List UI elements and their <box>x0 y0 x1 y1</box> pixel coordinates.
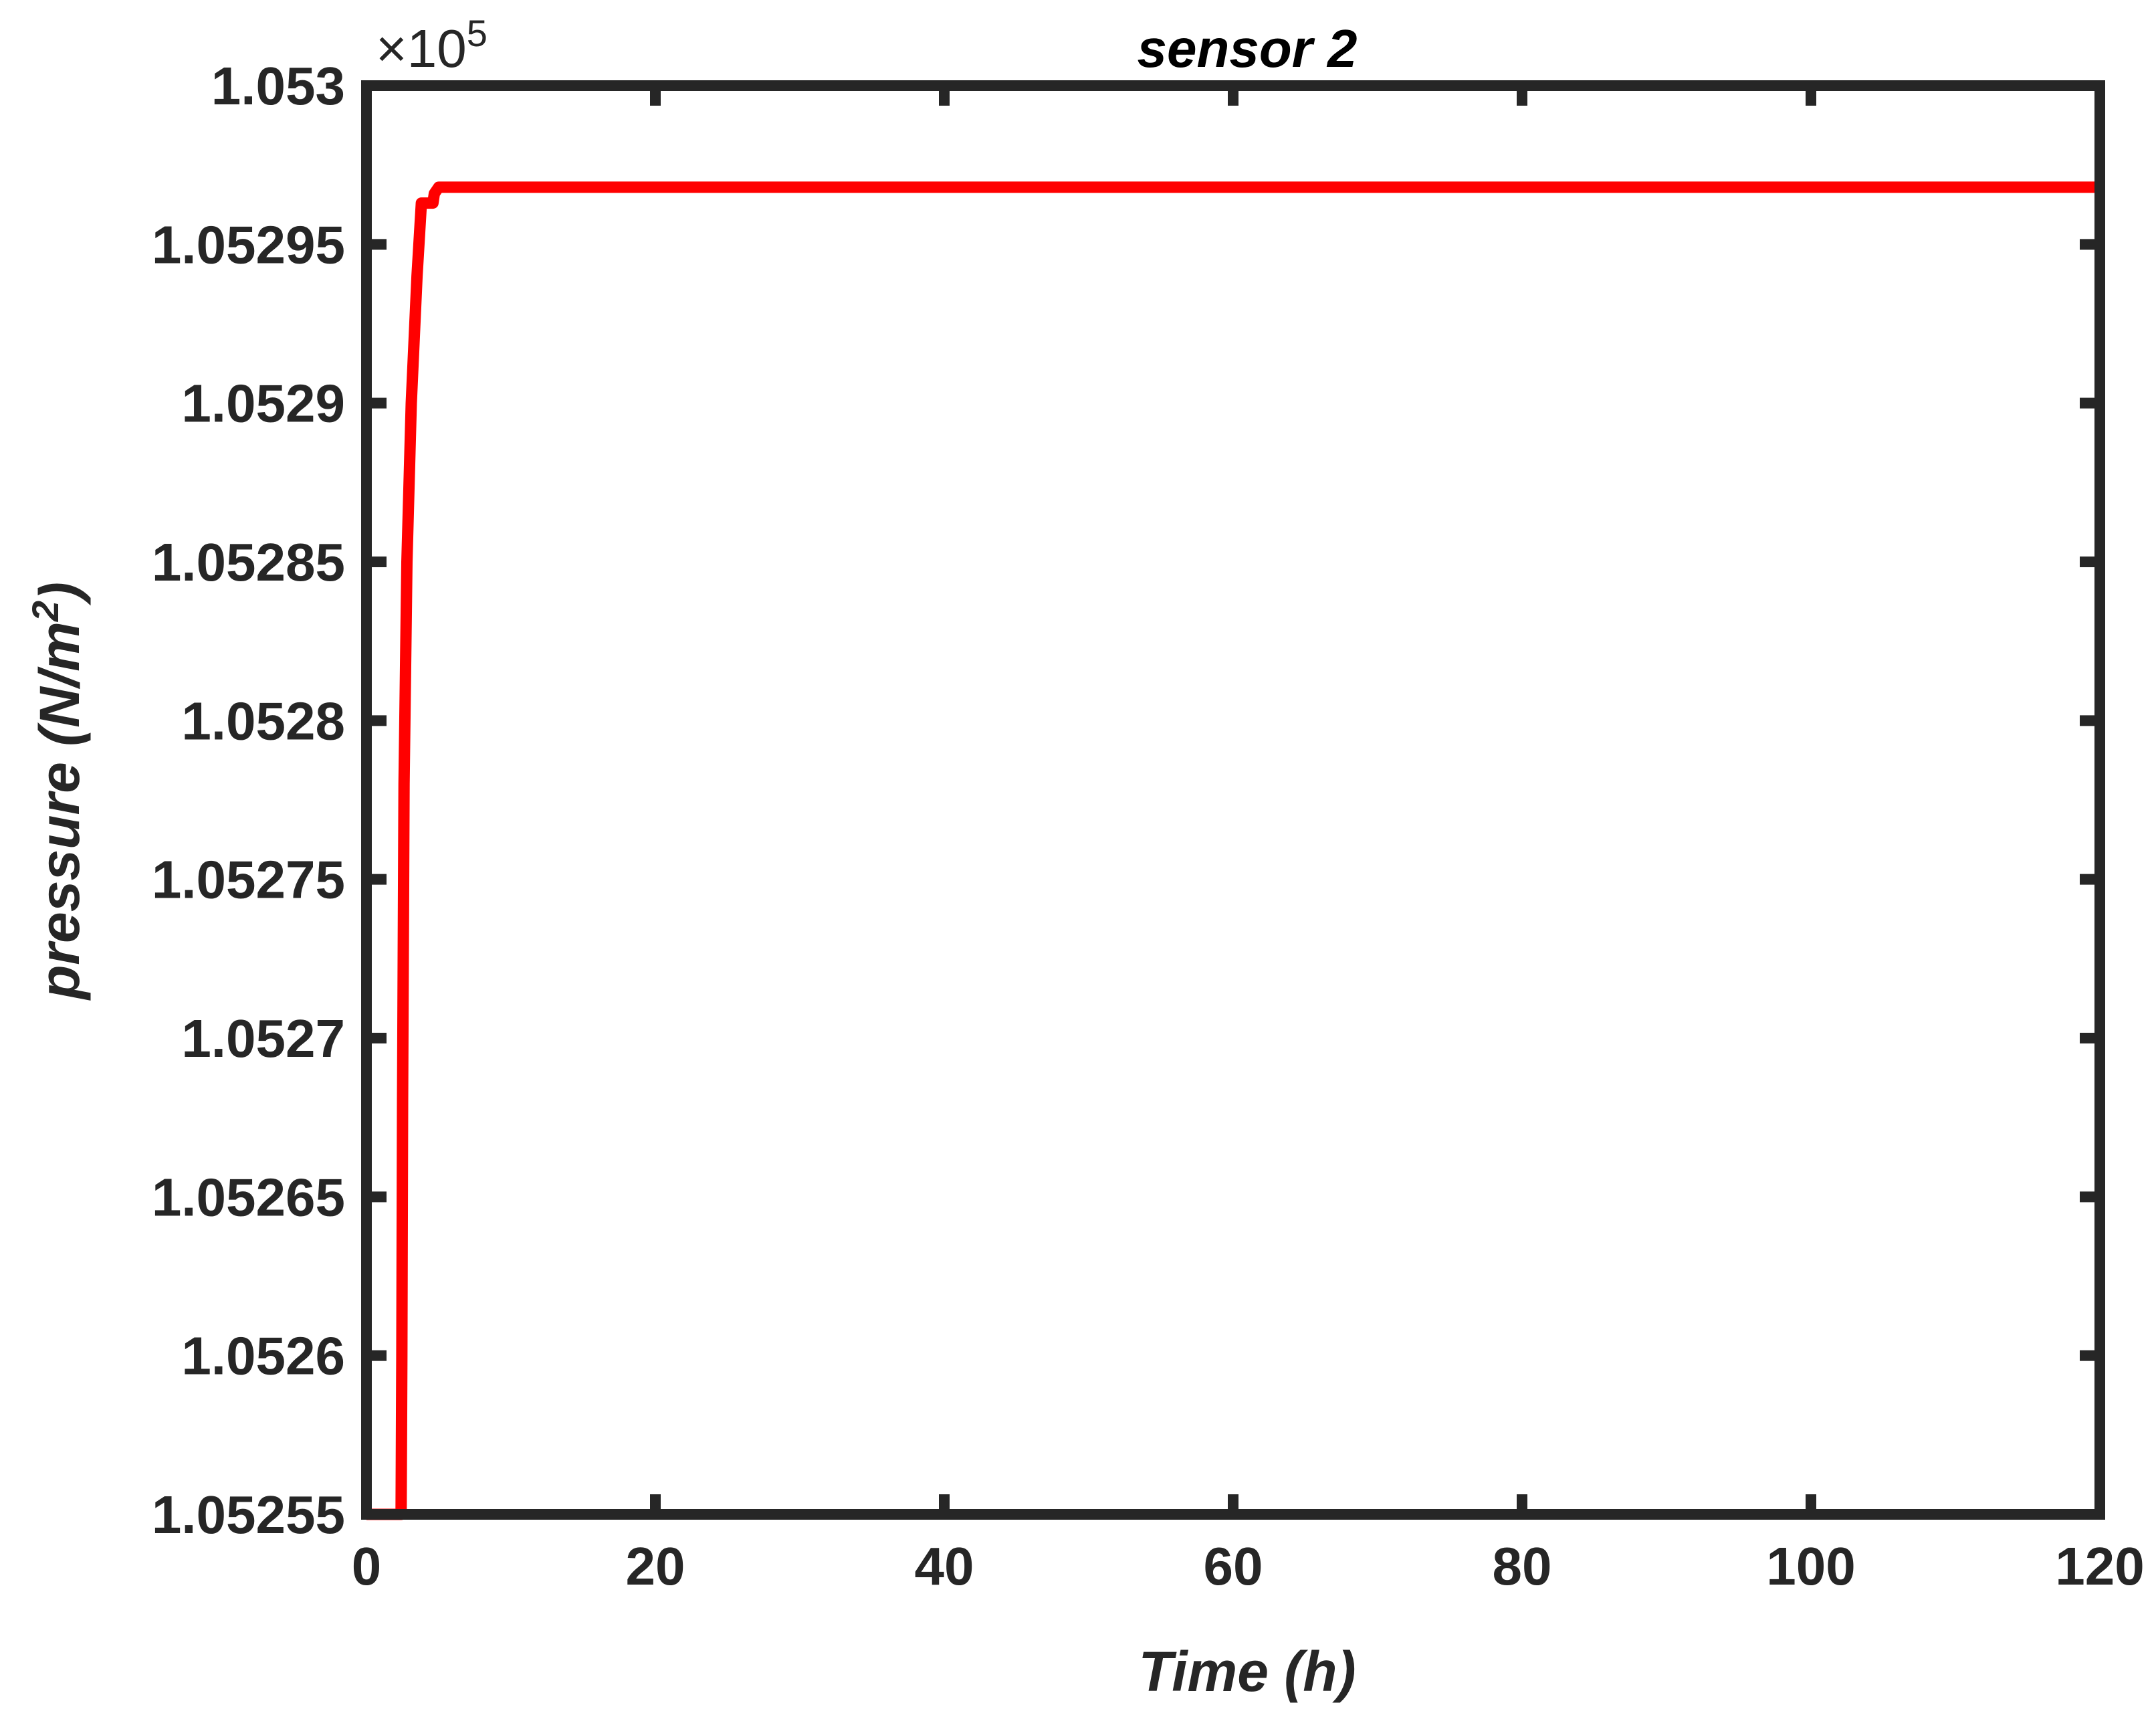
y-axis-title-sup: 2 <box>24 601 66 622</box>
y-axis-exponent-power: 5 <box>467 12 488 54</box>
x-tick-label: 120 <box>2055 1536 2144 1596</box>
x-axis-title: Time (h) <box>1138 1640 1356 1703</box>
y-tick-label: 1.05265 <box>152 1167 345 1227</box>
series-layer <box>366 181 2100 1520</box>
chart-title: sensor 2 <box>1137 19 1357 78</box>
x-tick-label: 60 <box>1204 1536 1263 1596</box>
y-axis-exponent-prefix: ×10 <box>376 19 467 78</box>
axes-layer: 0 20 40 60 80 100 120 1.05255 1.0526 1.05265 1.052… <box>152 56 2145 1596</box>
y-tick-label: 1.05275 <box>152 850 345 910</box>
labels-layer: sensor 2 Time (h) pressure (N/m2) ×105 <box>24 12 1358 1704</box>
plot-area <box>366 86 2100 1514</box>
y-axis-exponent: ×105 <box>376 12 488 79</box>
series-line-1 <box>366 181 2100 1520</box>
y-tick-label: 1.0527 <box>181 1009 345 1068</box>
y-tick-label: 1.05295 <box>152 215 345 274</box>
y-tick-label: 1.0526 <box>181 1326 345 1386</box>
y-axis-title-main: pressure (N/m <box>28 621 91 1001</box>
x-tick-label: 100 <box>1766 1536 1855 1596</box>
y-axis-title: pressure (N/m2) <box>24 582 92 1001</box>
y-tick-label: 1.05285 <box>152 532 345 592</box>
y-tick-label: 1.0528 <box>181 691 345 750</box>
y-tick-label: 1.0529 <box>181 374 345 433</box>
plot-background <box>366 86 2100 1514</box>
x-tick-label: 0 <box>352 1536 382 1596</box>
x-tick-label: 40 <box>915 1536 974 1596</box>
x-tick-label: 80 <box>1493 1536 1552 1596</box>
x-tick-label: 20 <box>626 1536 685 1596</box>
y-tick-label: 1.05255 <box>152 1485 345 1544</box>
y-tick-label: 1.053 <box>211 56 345 116</box>
